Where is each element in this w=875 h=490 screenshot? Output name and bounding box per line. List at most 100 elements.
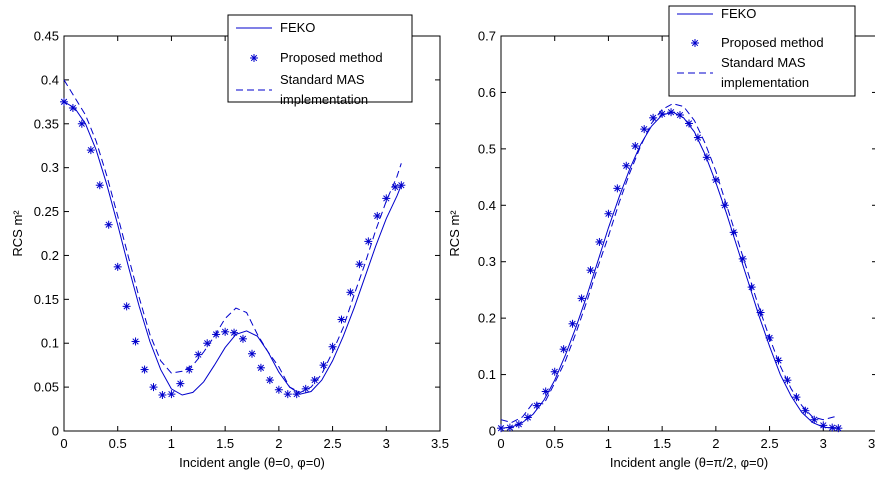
data-point-proposed xyxy=(577,294,586,303)
data-point-proposed xyxy=(167,390,176,399)
x-tick-label: 1.5 xyxy=(216,436,234,451)
asterisk-stroke xyxy=(829,424,836,431)
x-tick-label: 0.5 xyxy=(109,436,127,451)
x-tick-label: 1 xyxy=(605,436,612,451)
y-axis-label: RCS m² xyxy=(10,210,25,257)
asterisk-stroke xyxy=(497,425,505,432)
asterisk-stroke xyxy=(284,390,291,398)
data-point-proposed xyxy=(310,376,319,385)
legend-label-feko: FEKO xyxy=(280,20,315,35)
asterisk-stroke xyxy=(691,39,699,47)
data-point-proposed xyxy=(828,423,837,432)
asterisk-stroke xyxy=(605,210,612,217)
data-point-proposed xyxy=(355,260,364,269)
data-point-proposed xyxy=(595,237,604,246)
data-point-proposed xyxy=(256,363,265,372)
data-point-proposed xyxy=(720,201,729,210)
y-tick-label: 0.1 xyxy=(478,367,496,382)
y-tick-label: 0.2 xyxy=(41,248,59,263)
data-point-proposed xyxy=(68,103,77,112)
asterisk-stroke xyxy=(293,390,300,398)
asterisk-stroke xyxy=(123,303,130,310)
asterisk-stroke xyxy=(177,380,184,387)
data-point-proposed xyxy=(667,108,676,117)
legend-label-line: Standard MAS xyxy=(721,55,806,70)
y-tick-label: 0.15 xyxy=(34,292,59,307)
asterisk-stroke xyxy=(320,362,327,369)
asterisk-stroke xyxy=(60,98,68,105)
legend-swatch-proposed xyxy=(250,54,258,62)
x-tick-label: 1.5 xyxy=(653,436,671,451)
chart-panel-1: 0 0.5 1 1.5 2 2.5 3 3.5 0 0.05 0.1 0.15 0.2 0.25 0.3 0.… xyxy=(10,14,449,470)
data-point-proposed xyxy=(248,349,256,358)
legend-box xyxy=(227,14,413,103)
asterisk-stroke xyxy=(239,335,247,342)
asterisk-stroke xyxy=(569,320,576,327)
data-point-proposed xyxy=(568,319,577,328)
data-point-proposed xyxy=(328,342,337,351)
x-tick-label: 2.5 xyxy=(761,436,779,451)
asterisk-stroke xyxy=(739,255,746,263)
x-tick-label: 3.5 xyxy=(868,436,875,451)
y-tick-label: 0.4 xyxy=(41,72,59,87)
data-point-proposed xyxy=(514,420,523,429)
asterisk-stroke xyxy=(266,376,273,384)
x-tick-label: 2.5 xyxy=(324,436,342,451)
asterisk-stroke xyxy=(641,125,648,133)
data-point-proposed xyxy=(176,379,185,388)
asterisk-stroke xyxy=(96,182,103,189)
data-point-proposed xyxy=(95,181,104,190)
asterisk-stroke xyxy=(114,263,121,271)
asterisk-stroke xyxy=(311,376,318,384)
asterisk-stroke xyxy=(338,316,345,323)
asterisk-stroke xyxy=(587,267,594,274)
legend-box xyxy=(668,5,856,97)
legend-label-line: implementation xyxy=(280,92,368,107)
asterisk-stroke xyxy=(329,343,336,350)
legend: FEKO Proposed method Standard MAS implement… xyxy=(668,5,856,97)
data-point-proposed xyxy=(613,184,622,193)
y-tick-label: 0.2 xyxy=(478,311,496,326)
asterisk-stroke xyxy=(685,120,693,127)
y-tick-label: 0.35 xyxy=(34,116,59,131)
x-tick-label: 2 xyxy=(275,436,282,451)
y-axis-label: RCS m² xyxy=(447,210,462,257)
series-proposed-method xyxy=(497,108,843,433)
data-point-proposed xyxy=(337,315,346,324)
series-proposed-method xyxy=(60,97,406,400)
data-point-proposed xyxy=(702,153,711,162)
data-point-proposed xyxy=(364,237,373,246)
x-tick-label: 3 xyxy=(383,436,390,451)
asterisk-stroke xyxy=(87,146,95,154)
data-point-proposed xyxy=(810,415,819,424)
data-point-proposed xyxy=(505,423,514,432)
data-point-proposed xyxy=(834,424,843,433)
data-point-proposed xyxy=(221,327,230,336)
y-tick-label: 0.45 xyxy=(34,29,59,44)
asterisk-stroke xyxy=(515,421,522,428)
data-point-proposed xyxy=(523,413,532,422)
data-point-proposed xyxy=(113,262,122,271)
legend-label-feko: FEKO xyxy=(721,6,756,21)
asterisk-stroke xyxy=(221,328,229,335)
data-point-proposed xyxy=(756,308,765,317)
x-axis-label: Incident angle (θ=0, φ=0) xyxy=(179,455,325,470)
x-tick-label: 3.5 xyxy=(431,436,449,451)
legend-label-line: Standard MAS xyxy=(280,72,365,87)
asterisk-stroke xyxy=(141,366,148,373)
asterisk-stroke xyxy=(560,346,567,353)
asterisk-stroke xyxy=(748,283,755,291)
data-point-proposed xyxy=(586,266,595,275)
data-point-proposed xyxy=(693,133,702,142)
asterisk-stroke xyxy=(250,54,258,62)
asterisk-stroke xyxy=(730,229,737,236)
data-point-proposed xyxy=(283,390,292,399)
legend-label-proposed: Proposed method xyxy=(280,50,383,65)
data-point-proposed xyxy=(346,288,355,297)
data-point-proposed xyxy=(685,119,693,128)
asterisk-stroke xyxy=(649,114,657,121)
data-point-proposed xyxy=(631,142,640,151)
asterisk-stroke xyxy=(195,351,202,358)
x-tick-label: 0.5 xyxy=(546,436,564,451)
data-point-proposed xyxy=(292,390,301,399)
